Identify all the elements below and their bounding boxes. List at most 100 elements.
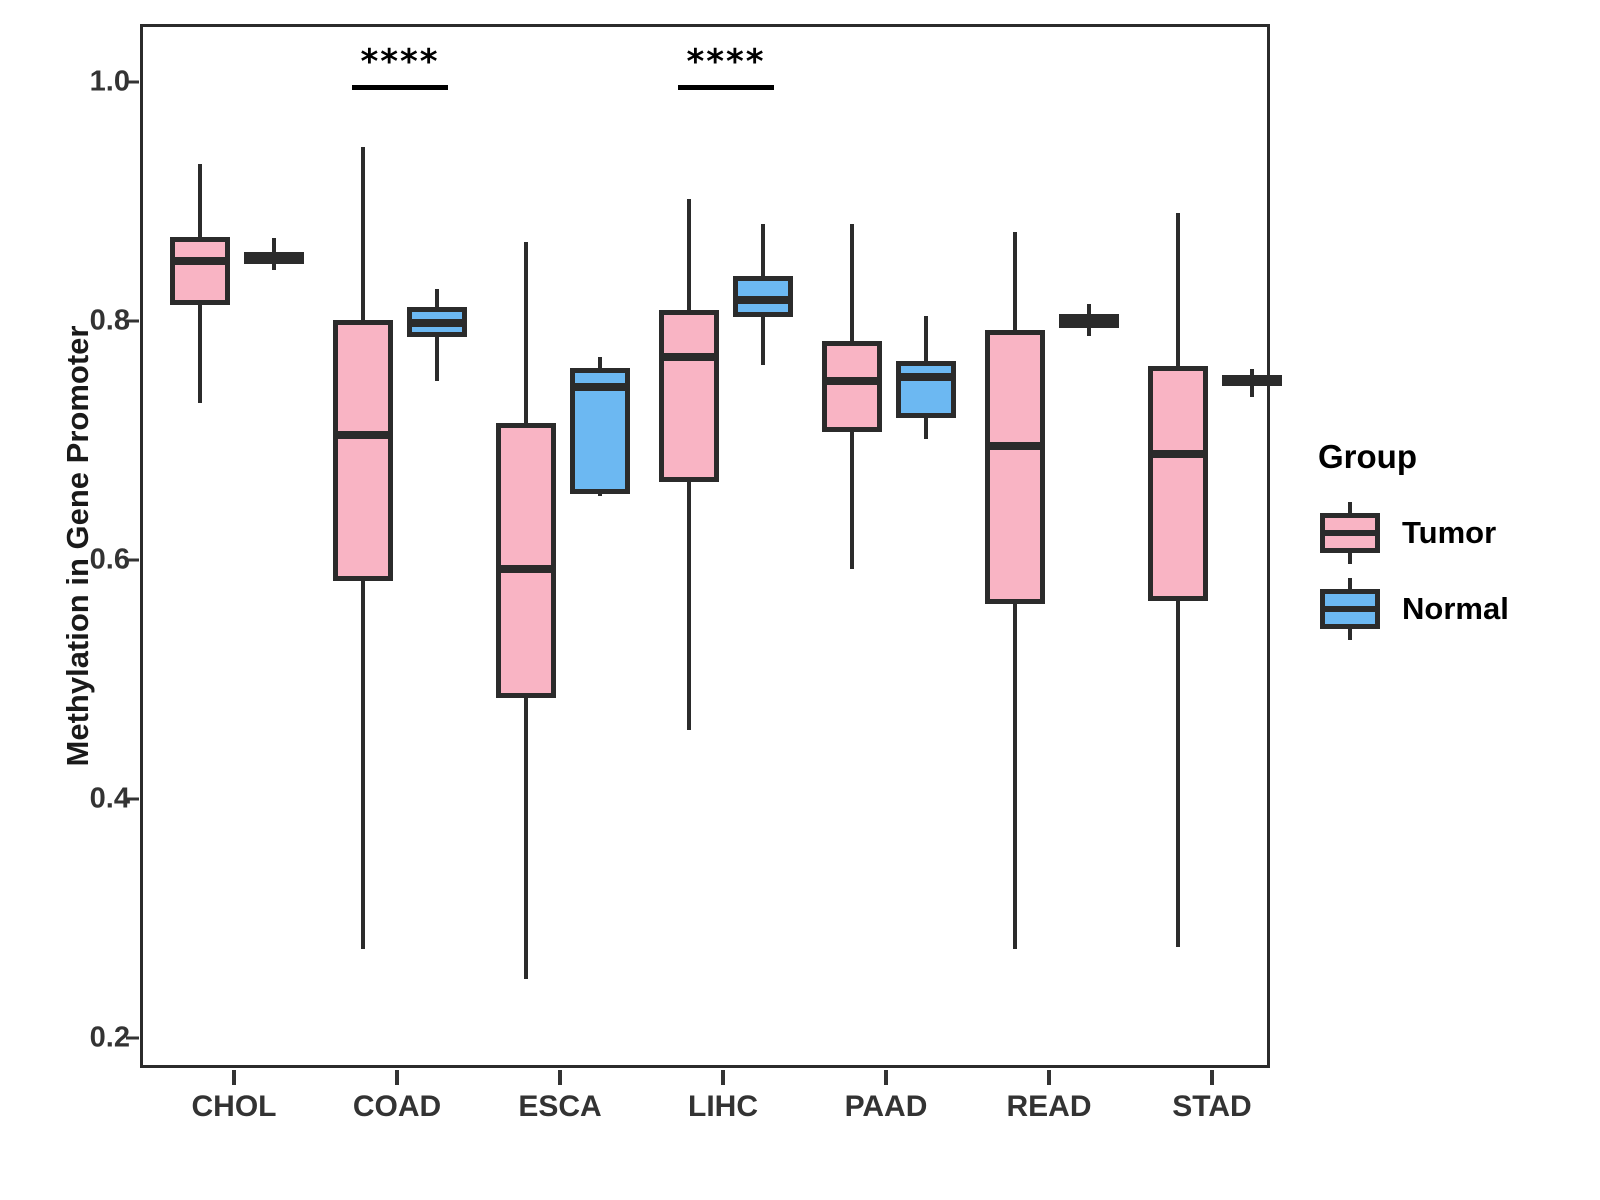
whisker-lower xyxy=(1087,327,1091,336)
boxplot-lihc-normal[interactable] xyxy=(143,27,1267,1065)
x-tick-mark-esca xyxy=(558,1070,562,1085)
boxplot-stad-normal[interactable] xyxy=(143,27,1282,1065)
whisker-upper xyxy=(1176,212,1180,366)
legend: Group Tumor Normal xyxy=(1318,438,1578,654)
box-iqr[interactable] xyxy=(985,329,1045,604)
whisker-upper xyxy=(687,198,691,310)
legend-items: Tumor Normal xyxy=(1318,502,1578,640)
whisker-lower xyxy=(761,316,765,365)
boxplot-read-normal[interactable] xyxy=(143,27,1267,1065)
box-iqr[interactable] xyxy=(659,309,719,482)
legend-label: Normal xyxy=(1402,591,1509,626)
whisker-lower xyxy=(272,264,276,271)
x-tick-label-read: READ xyxy=(1006,1090,1092,1123)
boxplot-paad-normal[interactable] xyxy=(143,27,1267,1065)
median-line xyxy=(244,254,304,263)
boxplot-coad-tumor[interactable] xyxy=(143,27,1267,1065)
median-line xyxy=(896,372,956,381)
boxplot-esca-normal[interactable] xyxy=(143,27,1267,1065)
whisker-lower xyxy=(924,418,928,439)
boxplot-stad-tumor[interactable] xyxy=(143,27,1267,1065)
box-iqr[interactable] xyxy=(496,423,556,699)
whisker-lower xyxy=(1176,601,1180,947)
whisker-lower xyxy=(524,698,528,979)
boxplot-chol-tumor[interactable] xyxy=(143,27,1267,1065)
x-tick-mark-chol xyxy=(232,1070,236,1085)
median-line xyxy=(570,383,630,392)
boxplot-chol-normal[interactable] xyxy=(143,27,1267,1065)
median-line xyxy=(407,318,467,327)
significance-label-coad: **** xyxy=(360,42,440,82)
boxplot-esca-tumor[interactable] xyxy=(143,27,1267,1065)
x-tick-mark-read xyxy=(1047,1070,1051,1085)
x-tick-label-chol: CHOL xyxy=(191,1090,277,1123)
y-tick-label: 0.6 xyxy=(89,543,130,576)
box-iqr[interactable] xyxy=(822,340,882,432)
box-iqr[interactable] xyxy=(333,320,393,581)
x-tick-mark-paad xyxy=(884,1070,888,1085)
whisker-lower xyxy=(687,481,691,731)
whisker-lower xyxy=(850,431,854,569)
y-tick-mark xyxy=(126,80,139,84)
plot-panel: **** **** xyxy=(140,24,1282,1068)
whisker-upper xyxy=(272,237,276,253)
whisker-lower xyxy=(435,337,439,382)
legend-whisker-lower xyxy=(1348,628,1352,640)
whisker-upper xyxy=(524,241,528,424)
significance-label-lihc: **** xyxy=(686,42,766,82)
y-tick-mark xyxy=(126,1036,139,1040)
legend-median-line xyxy=(1320,606,1380,612)
legend-median-line xyxy=(1320,530,1380,536)
y-tick-mark xyxy=(126,797,139,801)
significance-bar-coad xyxy=(352,85,448,90)
y-tick-label: 0.2 xyxy=(89,1021,130,1054)
whisker-upper xyxy=(598,357,602,369)
median-line xyxy=(822,377,882,386)
legend-title: Group xyxy=(1318,438,1417,475)
y-tick-mark xyxy=(126,558,139,562)
median-line xyxy=(333,431,393,440)
y-tick-label: 1.0 xyxy=(89,65,130,98)
significance-bar-lihc xyxy=(678,85,774,90)
legend-key-normal xyxy=(1318,578,1382,640)
boxplot-paad-tumor[interactable] xyxy=(143,27,1267,1065)
box-iqr[interactable] xyxy=(170,236,230,305)
whisker-upper xyxy=(850,223,854,341)
legend-item-normal[interactable]: Normal xyxy=(1318,578,1578,640)
median-line xyxy=(1059,317,1119,326)
boxplot-coad-normal[interactable] xyxy=(143,27,1267,1065)
whisker-upper xyxy=(435,289,439,308)
legend-key-tumor xyxy=(1318,502,1382,564)
legend-item-tumor[interactable]: Tumor xyxy=(1318,502,1578,564)
x-tick-mark-coad xyxy=(395,1070,399,1085)
median-line xyxy=(1222,377,1282,386)
x-tick-label-lihc: LIHC xyxy=(688,1090,758,1123)
y-tick-label: 0.4 xyxy=(89,782,130,815)
x-tick-mark-stad xyxy=(1210,1070,1214,1085)
y-tick-mark xyxy=(126,319,139,323)
whisker-lower xyxy=(1250,386,1254,397)
box-iqr[interactable] xyxy=(896,361,956,419)
x-tick-mark-lihc xyxy=(721,1070,725,1085)
legend-whisker-upper xyxy=(1348,502,1352,514)
boxplot-lihc-tumor[interactable] xyxy=(143,27,1267,1065)
boxplot-read-tumor[interactable] xyxy=(143,27,1267,1065)
whisker-lower xyxy=(598,493,602,497)
whisker-upper xyxy=(361,147,365,321)
box-iqr[interactable] xyxy=(1148,365,1208,602)
whisker-upper xyxy=(1087,303,1091,315)
median-line xyxy=(496,564,556,573)
plot-area: **** **** xyxy=(143,27,1282,1065)
whisker-upper xyxy=(198,163,202,237)
x-tick-label-esca: ESCA xyxy=(518,1090,602,1123)
legend-whisker-upper xyxy=(1348,578,1352,590)
whisker-lower xyxy=(1013,603,1017,949)
x-tick-label-paad: PAAD xyxy=(844,1090,928,1123)
whisker-upper xyxy=(1013,231,1017,330)
x-tick-label-coad: COAD xyxy=(352,1090,442,1123)
whisker-lower xyxy=(198,304,202,403)
whisker-lower xyxy=(361,580,365,949)
legend-label: Tumor xyxy=(1402,515,1497,550)
y-tick-label: 0.8 xyxy=(89,304,130,337)
